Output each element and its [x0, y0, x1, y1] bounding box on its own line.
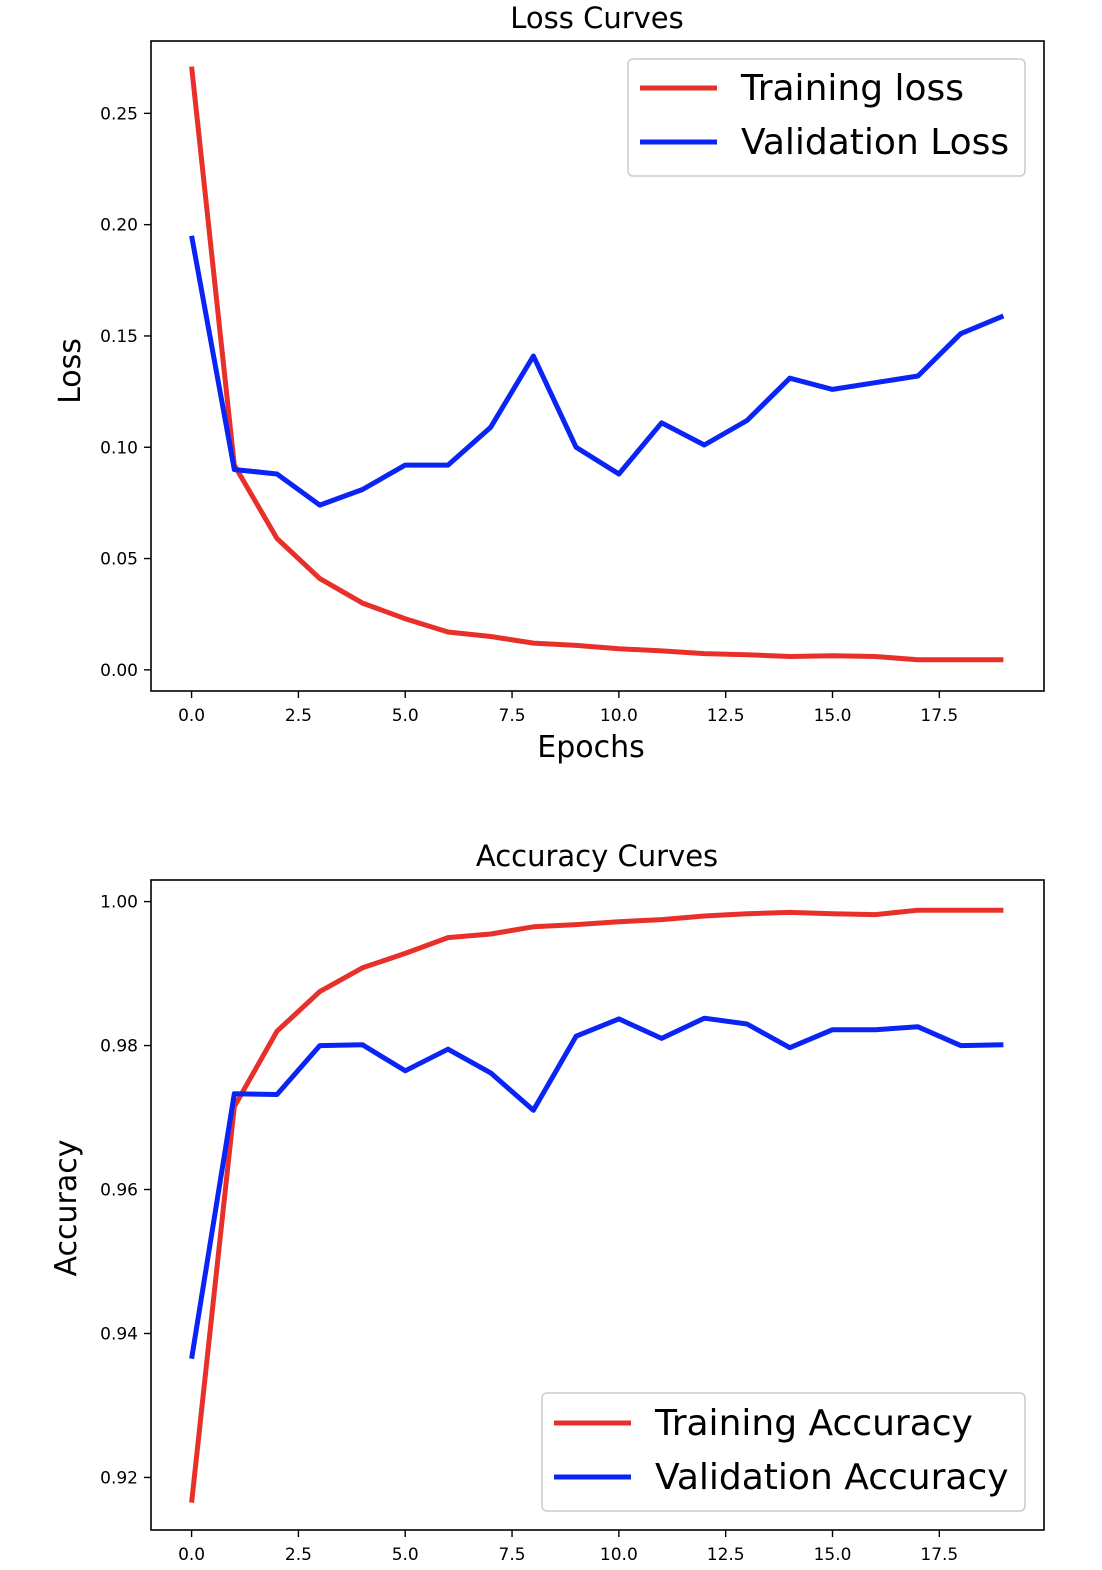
accuracy-y-tick-label: 0.94: [100, 1324, 138, 1344]
loss-legend: Training loss Validation Loss: [627, 58, 1026, 177]
loss-y-axis-label: Loss: [53, 338, 88, 404]
accuracy-x-tick-label: 12.5: [707, 1545, 745, 1565]
accuracy-x-tick-label: 2.5: [285, 1545, 312, 1565]
loss-x-tick-label: 7.5: [499, 706, 526, 726]
accuracy-x-tick-label: 0.0: [178, 1545, 205, 1565]
loss-x-tick-label: 0.0: [178, 706, 205, 726]
loss-y-tick-label: 0.05: [100, 550, 138, 570]
loss-series-training-loss: [189, 66, 1004, 663]
accuracy-series-validation-accuracy: [189, 1015, 1004, 1360]
loss-y-tick-label: 0.25: [100, 104, 138, 124]
accuracy-series-training-accuracy: [189, 907, 1004, 1503]
loss-plot-area: 0.0 2.5 5.0 7.5 10.0 12.5 15.0 17.5 0.00 0.05 0.10…: [100, 40, 1045, 726]
accuracy-x-tick-label: 5.0: [392, 1545, 419, 1565]
accuracy-axes-frame: [150, 879, 1045, 1531]
loss-axes-frame: [150, 40, 1045, 692]
accuracy-x-tick-label: 15.0: [814, 1545, 852, 1565]
loss-chart: Loss Curves Loss Epochs 0.0 2.5 5.0 7.5 10.0…: [53, 1, 1045, 765]
loss-x-tick-label: 10.0: [600, 706, 638, 726]
legend-label-validation-accuracy: Validation Accuracy: [655, 1457, 1009, 1498]
accuracy-chart: Accuracy Curves Accuracy 0.0 2.5 5.0 7.5 10.…: [49, 839, 1045, 1565]
loss-y-tick-label: 0.20: [100, 216, 138, 236]
loss-x-tick-label: 17.5: [920, 706, 958, 726]
accuracy-plot-area: 0.0 2.5 5.0 7.5 10.0 12.5 15.0 17.5 0.92 0.94 0.96…: [100, 879, 1045, 1565]
accuracy-y-tick-label: 0.96: [100, 1181, 138, 1201]
accuracy-legend: Training Accuracy Validation Accuracy: [541, 1392, 1026, 1512]
loss-chart-title: Loss Curves: [510, 1, 684, 35]
loss-y-tick-label: 0.00: [100, 661, 138, 681]
loss-legend-frame: [627, 58, 1026, 177]
loss-x-tick-label: 12.5: [707, 706, 745, 726]
accuracy-y-axis-label: Accuracy: [49, 1140, 84, 1277]
accuracy-legend-frame: [541, 1392, 1026, 1512]
loss-y-tick-label: 0.10: [100, 438, 138, 458]
loss-y-tick-label: 0.15: [100, 327, 138, 347]
legend-label-training-accuracy: Training Accuracy: [654, 1403, 973, 1444]
accuracy-x-tick-label: 7.5: [499, 1545, 526, 1565]
accuracy-y-tick-label: 0.98: [100, 1037, 138, 1057]
accuracy-x-tick-label: 17.5: [920, 1545, 958, 1565]
legend-label-training-loss: Training loss: [740, 68, 964, 109]
legend-label-validation-loss: Validation Loss: [741, 122, 1009, 163]
loss-x-tick-label: 5.0: [392, 706, 419, 726]
loss-series-validation-loss: [189, 235, 1005, 508]
accuracy-y-tick-label: 0.92: [100, 1468, 138, 1488]
loss-x-tick-label: 2.5: [285, 706, 312, 726]
loss-x-axis-label: Epochs: [537, 730, 645, 765]
loss-x-tick-label: 15.0: [814, 706, 852, 726]
accuracy-y-tick-label: 1.00: [100, 893, 138, 913]
accuracy-x-tick-label: 10.0: [600, 1545, 638, 1565]
accuracy-chart-title: Accuracy Curves: [476, 839, 718, 873]
